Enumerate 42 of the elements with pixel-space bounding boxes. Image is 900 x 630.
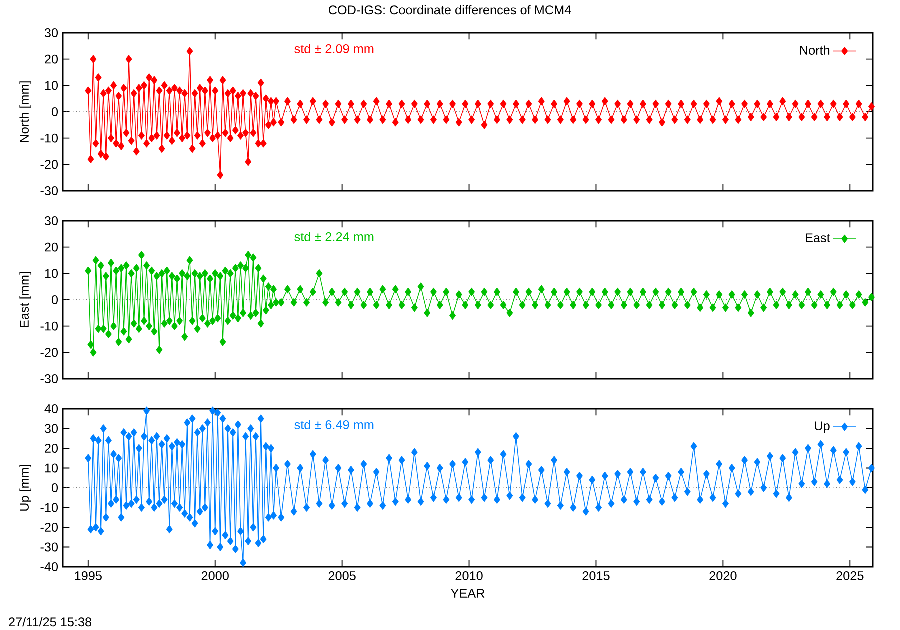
legend-label: Up xyxy=(815,422,830,434)
y-tick-label: 10 xyxy=(45,464,58,473)
y-tick-label: 30 xyxy=(44,216,58,226)
y-tick-label: -20 xyxy=(40,523,58,532)
y-tick-label: 30 xyxy=(44,424,58,434)
y-tick-label: 30 xyxy=(44,28,58,38)
y-tick-label: -10 xyxy=(40,134,58,143)
y-tick-label: -10 xyxy=(40,503,58,512)
x-tick-label: 2000 xyxy=(202,571,229,580)
y-tick-label: 20 xyxy=(45,54,58,64)
annotation: std ± 6.49 mm xyxy=(294,420,374,430)
x-tick-label: 1995 xyxy=(75,571,102,580)
y-tick-label: -20 xyxy=(40,348,58,358)
x-axis-title: YEAR xyxy=(451,589,485,598)
y-tick-label: 10 xyxy=(45,269,58,278)
x-tick-label: 2020 xyxy=(710,571,737,580)
y-tick-label: -20 xyxy=(40,160,58,170)
y-tick-label: -30 xyxy=(40,186,58,196)
legend-label: East xyxy=(806,234,830,243)
legend-label: North xyxy=(800,46,830,56)
x-tick-label: 2005 xyxy=(328,571,356,580)
annotation: std ± 2.09 mm xyxy=(294,44,374,54)
y-tick-label: -30 xyxy=(40,374,58,384)
y-axis-title: Up [mm] xyxy=(20,464,32,511)
text: 27/11/25 15:38 xyxy=(9,617,92,627)
y-tick-label: 0 xyxy=(52,484,58,492)
x-tick-label: 2015 xyxy=(582,571,610,580)
chart-title: COD-IGS: Coordinate differences of MCM4 xyxy=(328,5,572,15)
y-tick-label: 0 xyxy=(52,108,58,116)
x-tick-label: 2025 xyxy=(836,571,864,580)
x-tick-label: 2010 xyxy=(456,571,483,580)
y-axis-title: East [mm] xyxy=(20,272,32,328)
y-tick-label: 0 xyxy=(52,296,58,304)
y-tick-label: 10 xyxy=(45,81,58,90)
y-tick-label: -30 xyxy=(40,542,58,552)
y-axis-title: North [mm] xyxy=(20,82,32,142)
y-tick-label: -10 xyxy=(40,322,58,331)
y-tick-label: 20 xyxy=(45,444,58,453)
annotation: std ± 2.24 mm xyxy=(294,232,374,242)
y-tick-label: 20 xyxy=(45,242,58,252)
y-tick-label: -40 xyxy=(40,562,58,572)
y-tick-label: 40 xyxy=(44,404,58,414)
